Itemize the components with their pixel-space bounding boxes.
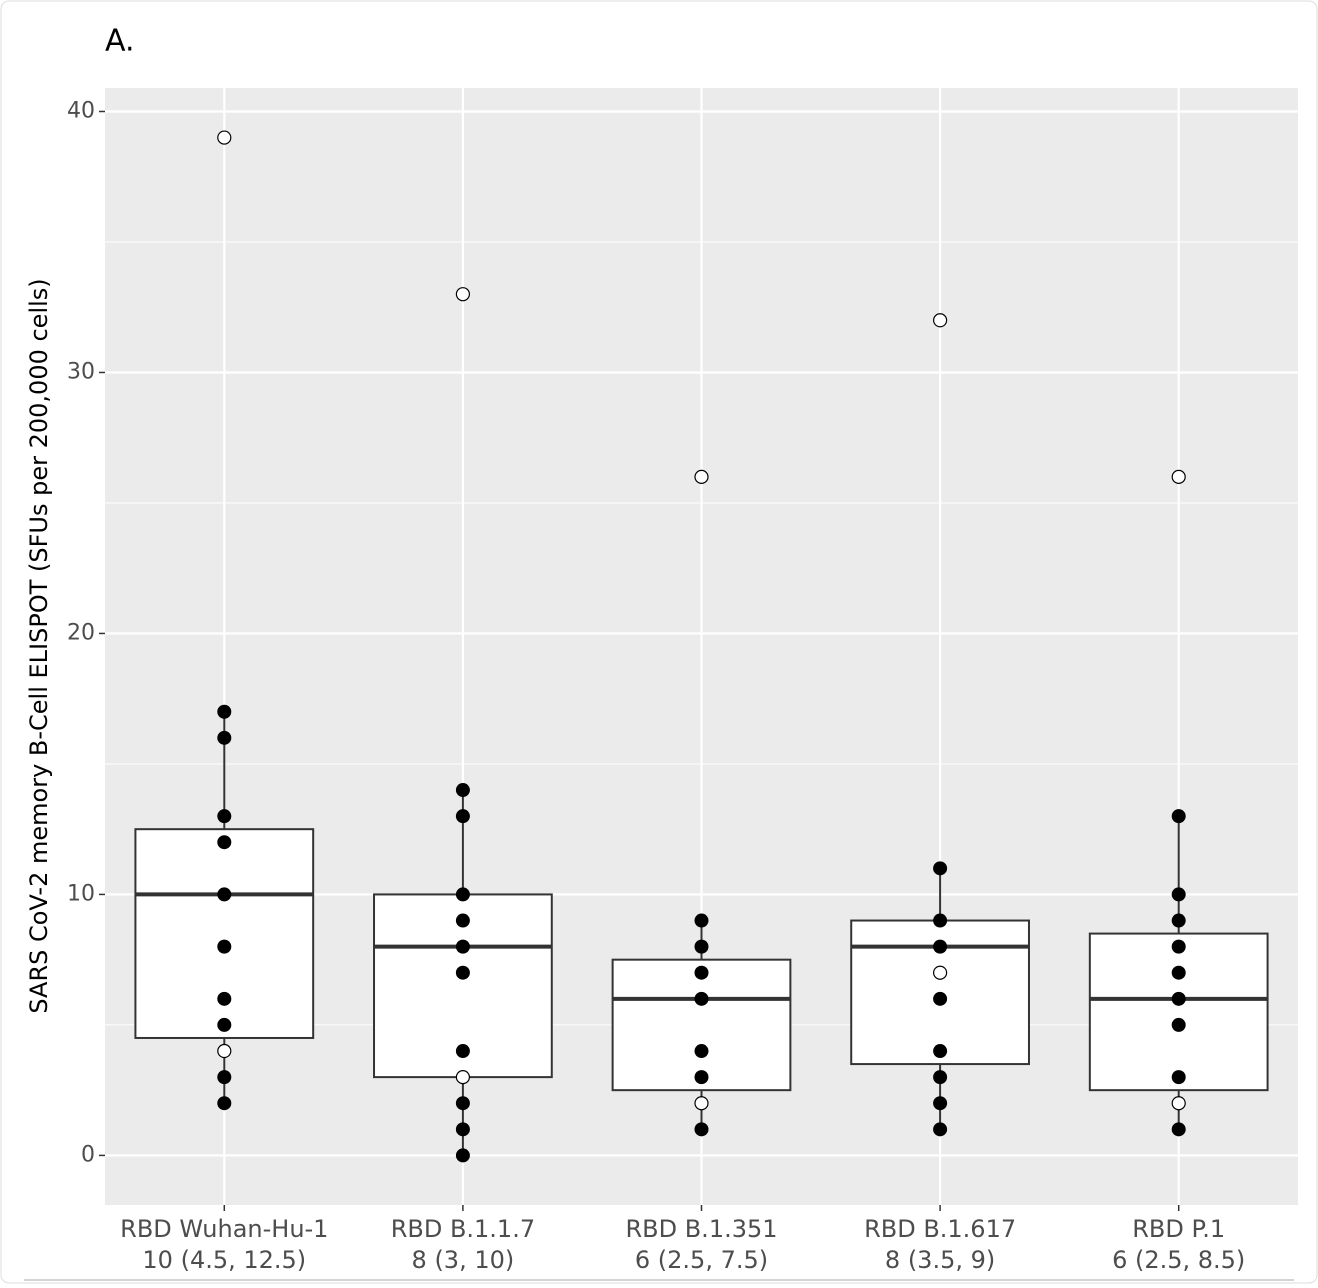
point <box>455 809 470 824</box>
point <box>455 965 470 980</box>
point <box>1171 1017 1186 1032</box>
point <box>455 887 470 902</box>
point <box>694 1070 709 1085</box>
x-tick-summary: 10 (4.5, 12.5) <box>142 1246 306 1274</box>
x-tick-label: RBD B.1.1.7 <box>391 1215 535 1243</box>
point <box>933 1044 948 1059</box>
point <box>694 913 709 928</box>
point <box>217 939 232 954</box>
point <box>455 783 470 798</box>
y-tick-label: 0 <box>81 1142 95 1167</box>
open-point <box>932 313 948 328</box>
open-point <box>694 1096 709 1111</box>
x-tick-label: RBD B.1.617 <box>864 1215 1016 1243</box>
point <box>217 1070 232 1085</box>
point <box>694 991 709 1006</box>
y-tick-label: 30 <box>67 359 95 384</box>
open-point <box>455 1070 470 1085</box>
x-tick-label: RBD B.1.351 <box>625 1215 777 1243</box>
x-tick-label: RBD Wuhan-Hu-1 <box>120 1215 328 1243</box>
point <box>217 887 232 902</box>
point <box>217 991 232 1006</box>
point <box>933 939 948 954</box>
x-tick-label: RBD P.1 <box>1132 1215 1225 1243</box>
point <box>694 1044 709 1059</box>
y-tick-label: 10 <box>67 881 95 906</box>
x-tick-summary: 8 (3.5, 9) <box>885 1246 995 1274</box>
point <box>1171 887 1186 902</box>
point <box>455 939 470 954</box>
point <box>933 991 948 1006</box>
point <box>694 1122 709 1137</box>
point <box>1171 809 1186 824</box>
point <box>694 965 709 980</box>
point <box>455 1122 470 1137</box>
point <box>933 1070 948 1085</box>
point <box>1171 991 1186 1006</box>
point <box>933 913 948 928</box>
open-point <box>217 130 232 145</box>
point <box>1171 913 1186 928</box>
point <box>694 939 709 954</box>
box <box>1088 932 1269 1092</box>
point <box>1171 1070 1186 1085</box>
x-tick-summary: 6 (2.5, 7.5) <box>635 1246 768 1274</box>
point <box>455 1044 470 1059</box>
y-tick-label: 40 <box>67 98 95 123</box>
point <box>455 913 470 928</box>
open-point <box>217 1043 232 1059</box>
point <box>1171 1122 1186 1137</box>
point <box>455 1148 470 1163</box>
open-point <box>1171 1096 1186 1111</box>
point <box>933 1122 948 1137</box>
panel-label: A. <box>105 24 135 59</box>
x-tick-summary: 8 (3, 10) <box>412 1246 515 1274</box>
box <box>134 828 315 1039</box>
open-point <box>694 469 709 484</box>
point <box>1171 939 1186 954</box>
point <box>217 835 232 850</box>
point <box>217 1096 232 1111</box>
open-point <box>1171 469 1186 484</box>
point <box>217 809 232 824</box>
point <box>217 704 232 719</box>
x-tick-summary: 6 (2.5, 8.5) <box>1112 1246 1245 1274</box>
point <box>933 861 948 876</box>
point <box>1171 965 1186 980</box>
point <box>933 1096 948 1111</box>
open-point <box>455 287 470 302</box>
y-axis-title: SARS CoV-2 memory B-Cell ELISPOT (SFUs p… <box>25 278 53 1013</box>
box <box>611 958 792 1092</box>
point <box>455 1096 470 1111</box>
point <box>217 730 232 745</box>
y-tick-label: 20 <box>67 620 95 645</box>
open-point <box>932 965 948 980</box>
plot: 0 10 20 30 40 RBD Wuhan-Hu-1 10 (4.5, 12.5) RBD… <box>67 88 1298 1274</box>
point <box>217 1017 232 1032</box>
